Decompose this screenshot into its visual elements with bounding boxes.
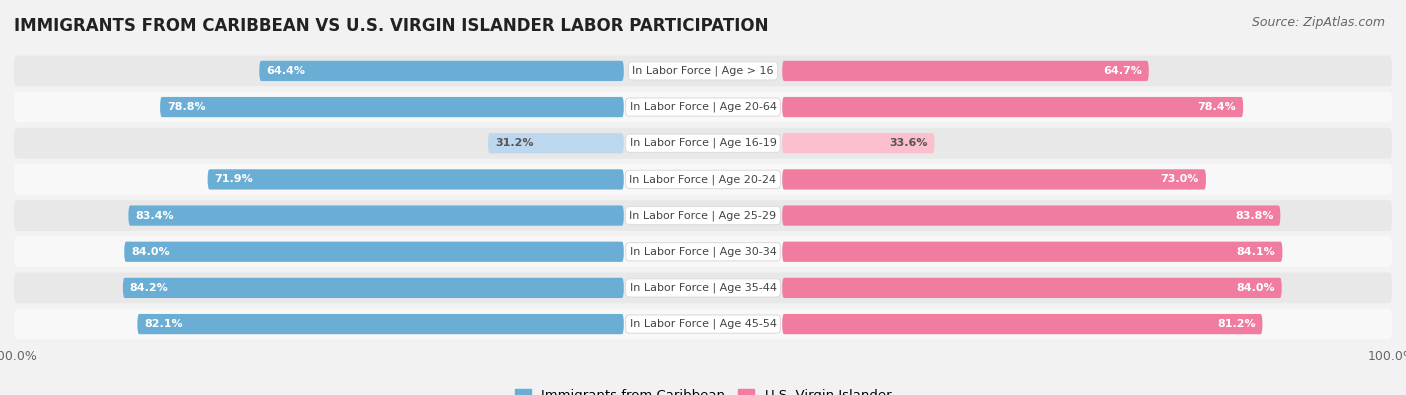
- FancyBboxPatch shape: [782, 205, 1281, 226]
- Text: 71.9%: 71.9%: [215, 175, 253, 184]
- Text: 84.2%: 84.2%: [129, 283, 169, 293]
- Text: In Labor Force | Age 25-29: In Labor Force | Age 25-29: [630, 210, 776, 221]
- FancyBboxPatch shape: [14, 164, 1392, 195]
- FancyBboxPatch shape: [14, 273, 1392, 303]
- Text: In Labor Force | Age 16-19: In Labor Force | Age 16-19: [630, 138, 776, 149]
- FancyBboxPatch shape: [782, 278, 1282, 298]
- FancyBboxPatch shape: [782, 133, 935, 153]
- FancyBboxPatch shape: [488, 133, 624, 153]
- Text: IMMIGRANTS FROM CARIBBEAN VS U.S. VIRGIN ISLANDER LABOR PARTICIPATION: IMMIGRANTS FROM CARIBBEAN VS U.S. VIRGIN…: [14, 17, 769, 35]
- Text: 82.1%: 82.1%: [145, 319, 183, 329]
- Text: 64.7%: 64.7%: [1102, 66, 1142, 76]
- Text: 83.8%: 83.8%: [1234, 211, 1274, 220]
- Text: In Labor Force | Age 20-64: In Labor Force | Age 20-64: [630, 102, 776, 112]
- FancyBboxPatch shape: [782, 242, 1282, 262]
- Text: 31.2%: 31.2%: [495, 138, 533, 148]
- Text: 83.4%: 83.4%: [135, 211, 174, 220]
- Text: 84.0%: 84.0%: [131, 247, 170, 257]
- FancyBboxPatch shape: [14, 200, 1392, 231]
- Text: In Labor Force | Age 45-54: In Labor Force | Age 45-54: [630, 319, 776, 329]
- Text: 78.8%: 78.8%: [167, 102, 205, 112]
- Text: 81.2%: 81.2%: [1218, 319, 1256, 329]
- FancyBboxPatch shape: [138, 314, 624, 334]
- FancyBboxPatch shape: [14, 128, 1392, 159]
- FancyBboxPatch shape: [782, 97, 1243, 117]
- Text: 78.4%: 78.4%: [1198, 102, 1236, 112]
- Text: 84.0%: 84.0%: [1236, 283, 1275, 293]
- FancyBboxPatch shape: [122, 278, 624, 298]
- FancyBboxPatch shape: [14, 309, 1392, 339]
- FancyBboxPatch shape: [782, 169, 1206, 190]
- FancyBboxPatch shape: [782, 314, 1263, 334]
- Text: 84.1%: 84.1%: [1237, 247, 1275, 257]
- FancyBboxPatch shape: [160, 97, 624, 117]
- FancyBboxPatch shape: [782, 61, 1149, 81]
- FancyBboxPatch shape: [208, 169, 624, 190]
- Text: In Labor Force | Age 20-24: In Labor Force | Age 20-24: [630, 174, 776, 185]
- FancyBboxPatch shape: [14, 236, 1392, 267]
- FancyBboxPatch shape: [124, 242, 624, 262]
- Text: Source: ZipAtlas.com: Source: ZipAtlas.com: [1251, 16, 1385, 29]
- FancyBboxPatch shape: [128, 205, 624, 226]
- Legend: Immigrants from Caribbean, U.S. Virgin Islander: Immigrants from Caribbean, U.S. Virgin I…: [509, 384, 897, 395]
- Text: In Labor Force | Age 30-34: In Labor Force | Age 30-34: [630, 246, 776, 257]
- Text: In Labor Force | Age 35-44: In Labor Force | Age 35-44: [630, 283, 776, 293]
- Text: 33.6%: 33.6%: [889, 138, 928, 148]
- Text: In Labor Force | Age > 16: In Labor Force | Age > 16: [633, 66, 773, 76]
- Text: 64.4%: 64.4%: [266, 66, 305, 76]
- FancyBboxPatch shape: [259, 61, 624, 81]
- FancyBboxPatch shape: [14, 92, 1392, 122]
- Text: 73.0%: 73.0%: [1161, 175, 1199, 184]
- FancyBboxPatch shape: [14, 56, 1392, 86]
